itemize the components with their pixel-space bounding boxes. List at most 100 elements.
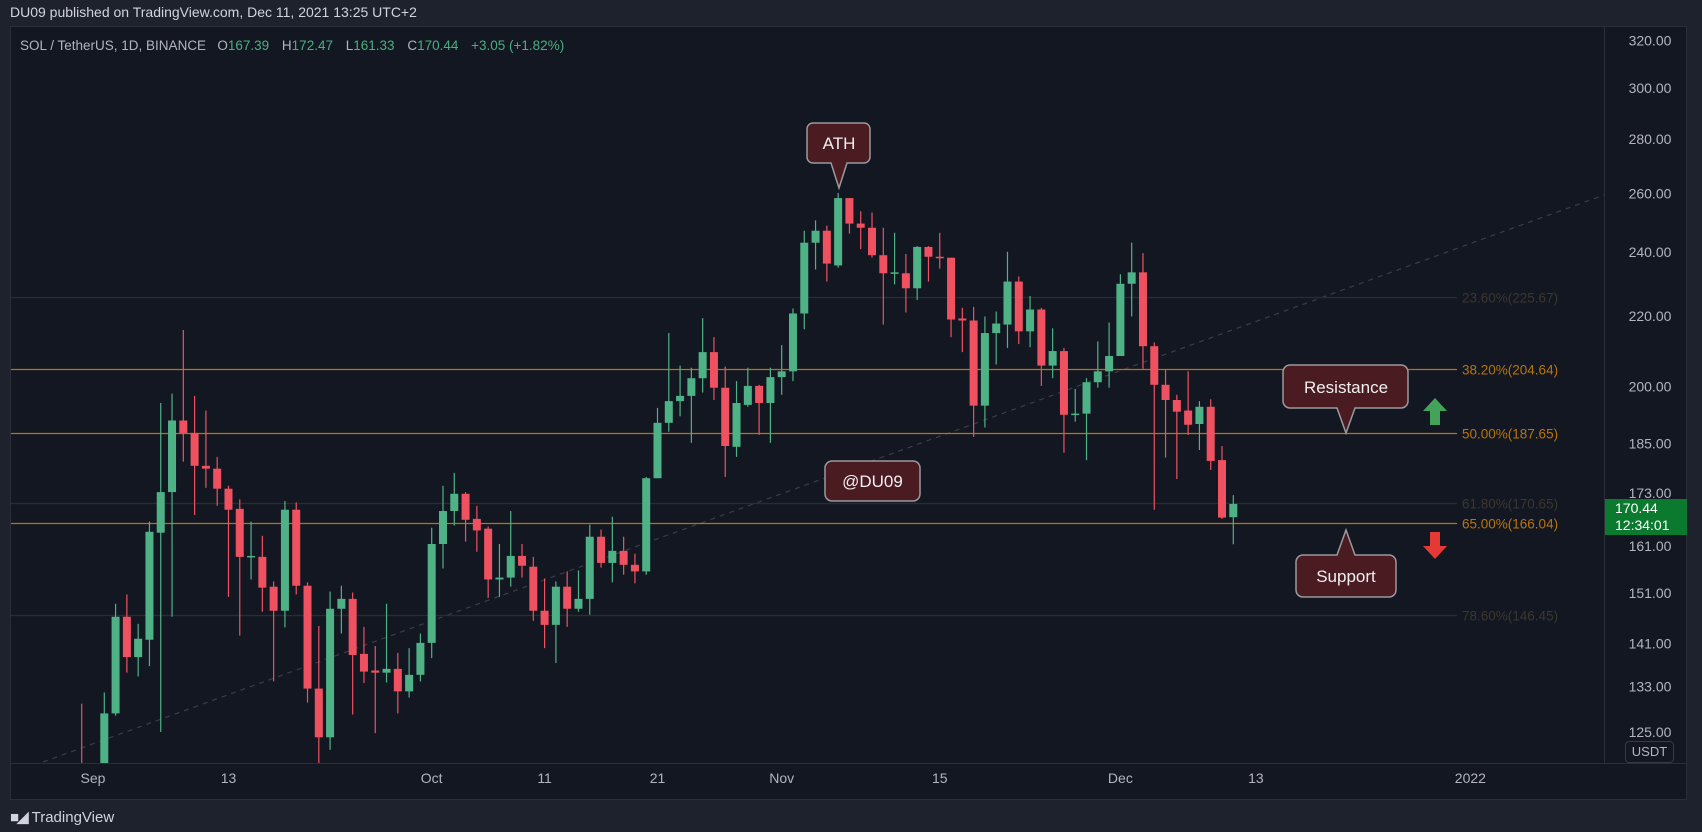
fib-trend-line[interactable]: [42, 194, 1604, 763]
candle[interactable]: [845, 198, 854, 234]
candle[interactable]: [1059, 347, 1068, 453]
candle[interactable]: [653, 407, 662, 479]
candle[interactable]: [269, 581, 278, 682]
candle[interactable]: [676, 365, 685, 417]
candle[interactable]: [145, 521, 154, 667]
candle[interactable]: [619, 536, 628, 575]
candle[interactable]: [506, 511, 515, 587]
watermark-callout[interactable]: @DU09: [824, 460, 921, 502]
candle[interactable]: [393, 652, 402, 714]
candle[interactable]: [427, 527, 436, 659]
currency-button[interactable]: USDT: [1625, 741, 1674, 763]
resistance-callout[interactable]: Resistance: [1282, 364, 1409, 436]
candle[interactable]: [947, 257, 956, 338]
candle[interactable]: [111, 603, 120, 716]
candle[interactable]: [1184, 371, 1193, 435]
candle[interactable]: [450, 472, 459, 526]
candle[interactable]: [574, 570, 583, 612]
candle[interactable]: [292, 502, 301, 595]
candle[interactable]: [314, 625, 323, 768]
candle[interactable]: [879, 227, 888, 325]
time-axis[interactable]: Sep 13 Oct 11 21 Nov 15 Dec 13 2022: [81, 770, 1487, 786]
candle[interactable]: [1105, 322, 1114, 388]
support-callout[interactable]: Support: [1295, 527, 1397, 598]
candle[interactable]: [224, 485, 233, 597]
candle[interactable]: [935, 232, 944, 269]
candle[interactable]: [732, 381, 741, 457]
candle[interactable]: [303, 582, 312, 703]
brand-name[interactable]: TradingView: [31, 808, 115, 826]
candle[interactable]: [551, 581, 560, 663]
candle[interactable]: [913, 246, 922, 300]
candle[interactable]: [811, 220, 820, 270]
candle[interactable]: [179, 329, 188, 462]
candle[interactable]: [1229, 495, 1238, 545]
candle[interactable]: [359, 626, 368, 684]
candle[interactable]: [800, 230, 809, 330]
candle[interactable]: [1003, 251, 1012, 348]
candle[interactable]: [1014, 276, 1023, 345]
candle[interactable]: [642, 476, 651, 575]
candle[interactable]: [709, 337, 718, 400]
candle[interactable]: [630, 553, 639, 584]
candle[interactable]: [755, 384, 764, 435]
candle[interactable]: [1071, 388, 1080, 422]
candle[interactable]: [1138, 253, 1147, 369]
candle[interactable]: [1206, 399, 1215, 470]
candle[interactable]: [901, 253, 910, 313]
candle[interactable]: [1172, 394, 1181, 480]
candle[interactable]: [337, 585, 346, 634]
candle[interactable]: [348, 592, 357, 715]
candle[interactable]: [980, 316, 989, 428]
candle[interactable]: [597, 529, 606, 568]
candle[interactable]: [608, 516, 617, 583]
candle[interactable]: [78, 703, 86, 826]
candle[interactable]: [698, 318, 707, 393]
candle[interactable]: [405, 648, 414, 698]
candle[interactable]: [1026, 296, 1035, 348]
candle[interactable]: [664, 333, 673, 432]
candle[interactable]: [540, 578, 549, 649]
candle[interactable]: [1161, 369, 1170, 458]
candle[interactable]: [382, 603, 391, 683]
candle[interactable]: [822, 225, 831, 282]
chart-pane[interactable]: [10, 26, 1687, 800]
candle[interactable]: [495, 543, 504, 597]
price-axis[interactable]: 125.00 133.00 141.00 151.00 161.00 173.00 185.…: [1629, 33, 1672, 740]
candle[interactable]: [484, 526, 493, 598]
candle[interactable]: [416, 633, 425, 682]
candle[interactable]: [518, 543, 527, 578]
candle[interactable]: [1082, 378, 1091, 461]
candle[interactable]: [788, 308, 797, 382]
candle[interactable]: [890, 232, 899, 285]
candle[interactable]: [924, 246, 933, 282]
candle[interactable]: [563, 571, 572, 627]
candle[interactable]: [472, 505, 481, 552]
candle[interactable]: [777, 345, 786, 395]
candle[interactable]: [190, 395, 199, 515]
candle[interactable]: [371, 646, 380, 734]
candle[interactable]: [326, 591, 335, 750]
candle[interactable]: [743, 367, 752, 407]
candle[interactable]: [1195, 401, 1204, 450]
candle[interactable]: [868, 212, 877, 258]
candle[interactable]: [1150, 342, 1159, 510]
candle[interactable]: [100, 692, 109, 793]
candle[interactable]: [969, 306, 978, 437]
candle[interactable]: [1037, 307, 1046, 386]
candle[interactable]: [122, 594, 131, 673]
candle[interactable]: [1093, 341, 1102, 388]
symbol-info[interactable]: SOL / TetherUS, 1D, BINANCE: [20, 38, 207, 53]
candle[interactable]: [1048, 328, 1057, 379]
candle[interactable]: [1218, 445, 1226, 519]
candle[interactable]: [213, 456, 222, 506]
candle[interactable]: [992, 311, 1001, 365]
candle[interactable]: [856, 211, 865, 250]
candle[interactable]: [461, 492, 470, 542]
candle[interactable]: [585, 524, 594, 615]
candle[interactable]: [247, 521, 256, 580]
candle[interactable]: [235, 499, 244, 636]
candle[interactable]: [1116, 274, 1125, 356]
ath-callout[interactable]: ATH: [806, 122, 871, 191]
